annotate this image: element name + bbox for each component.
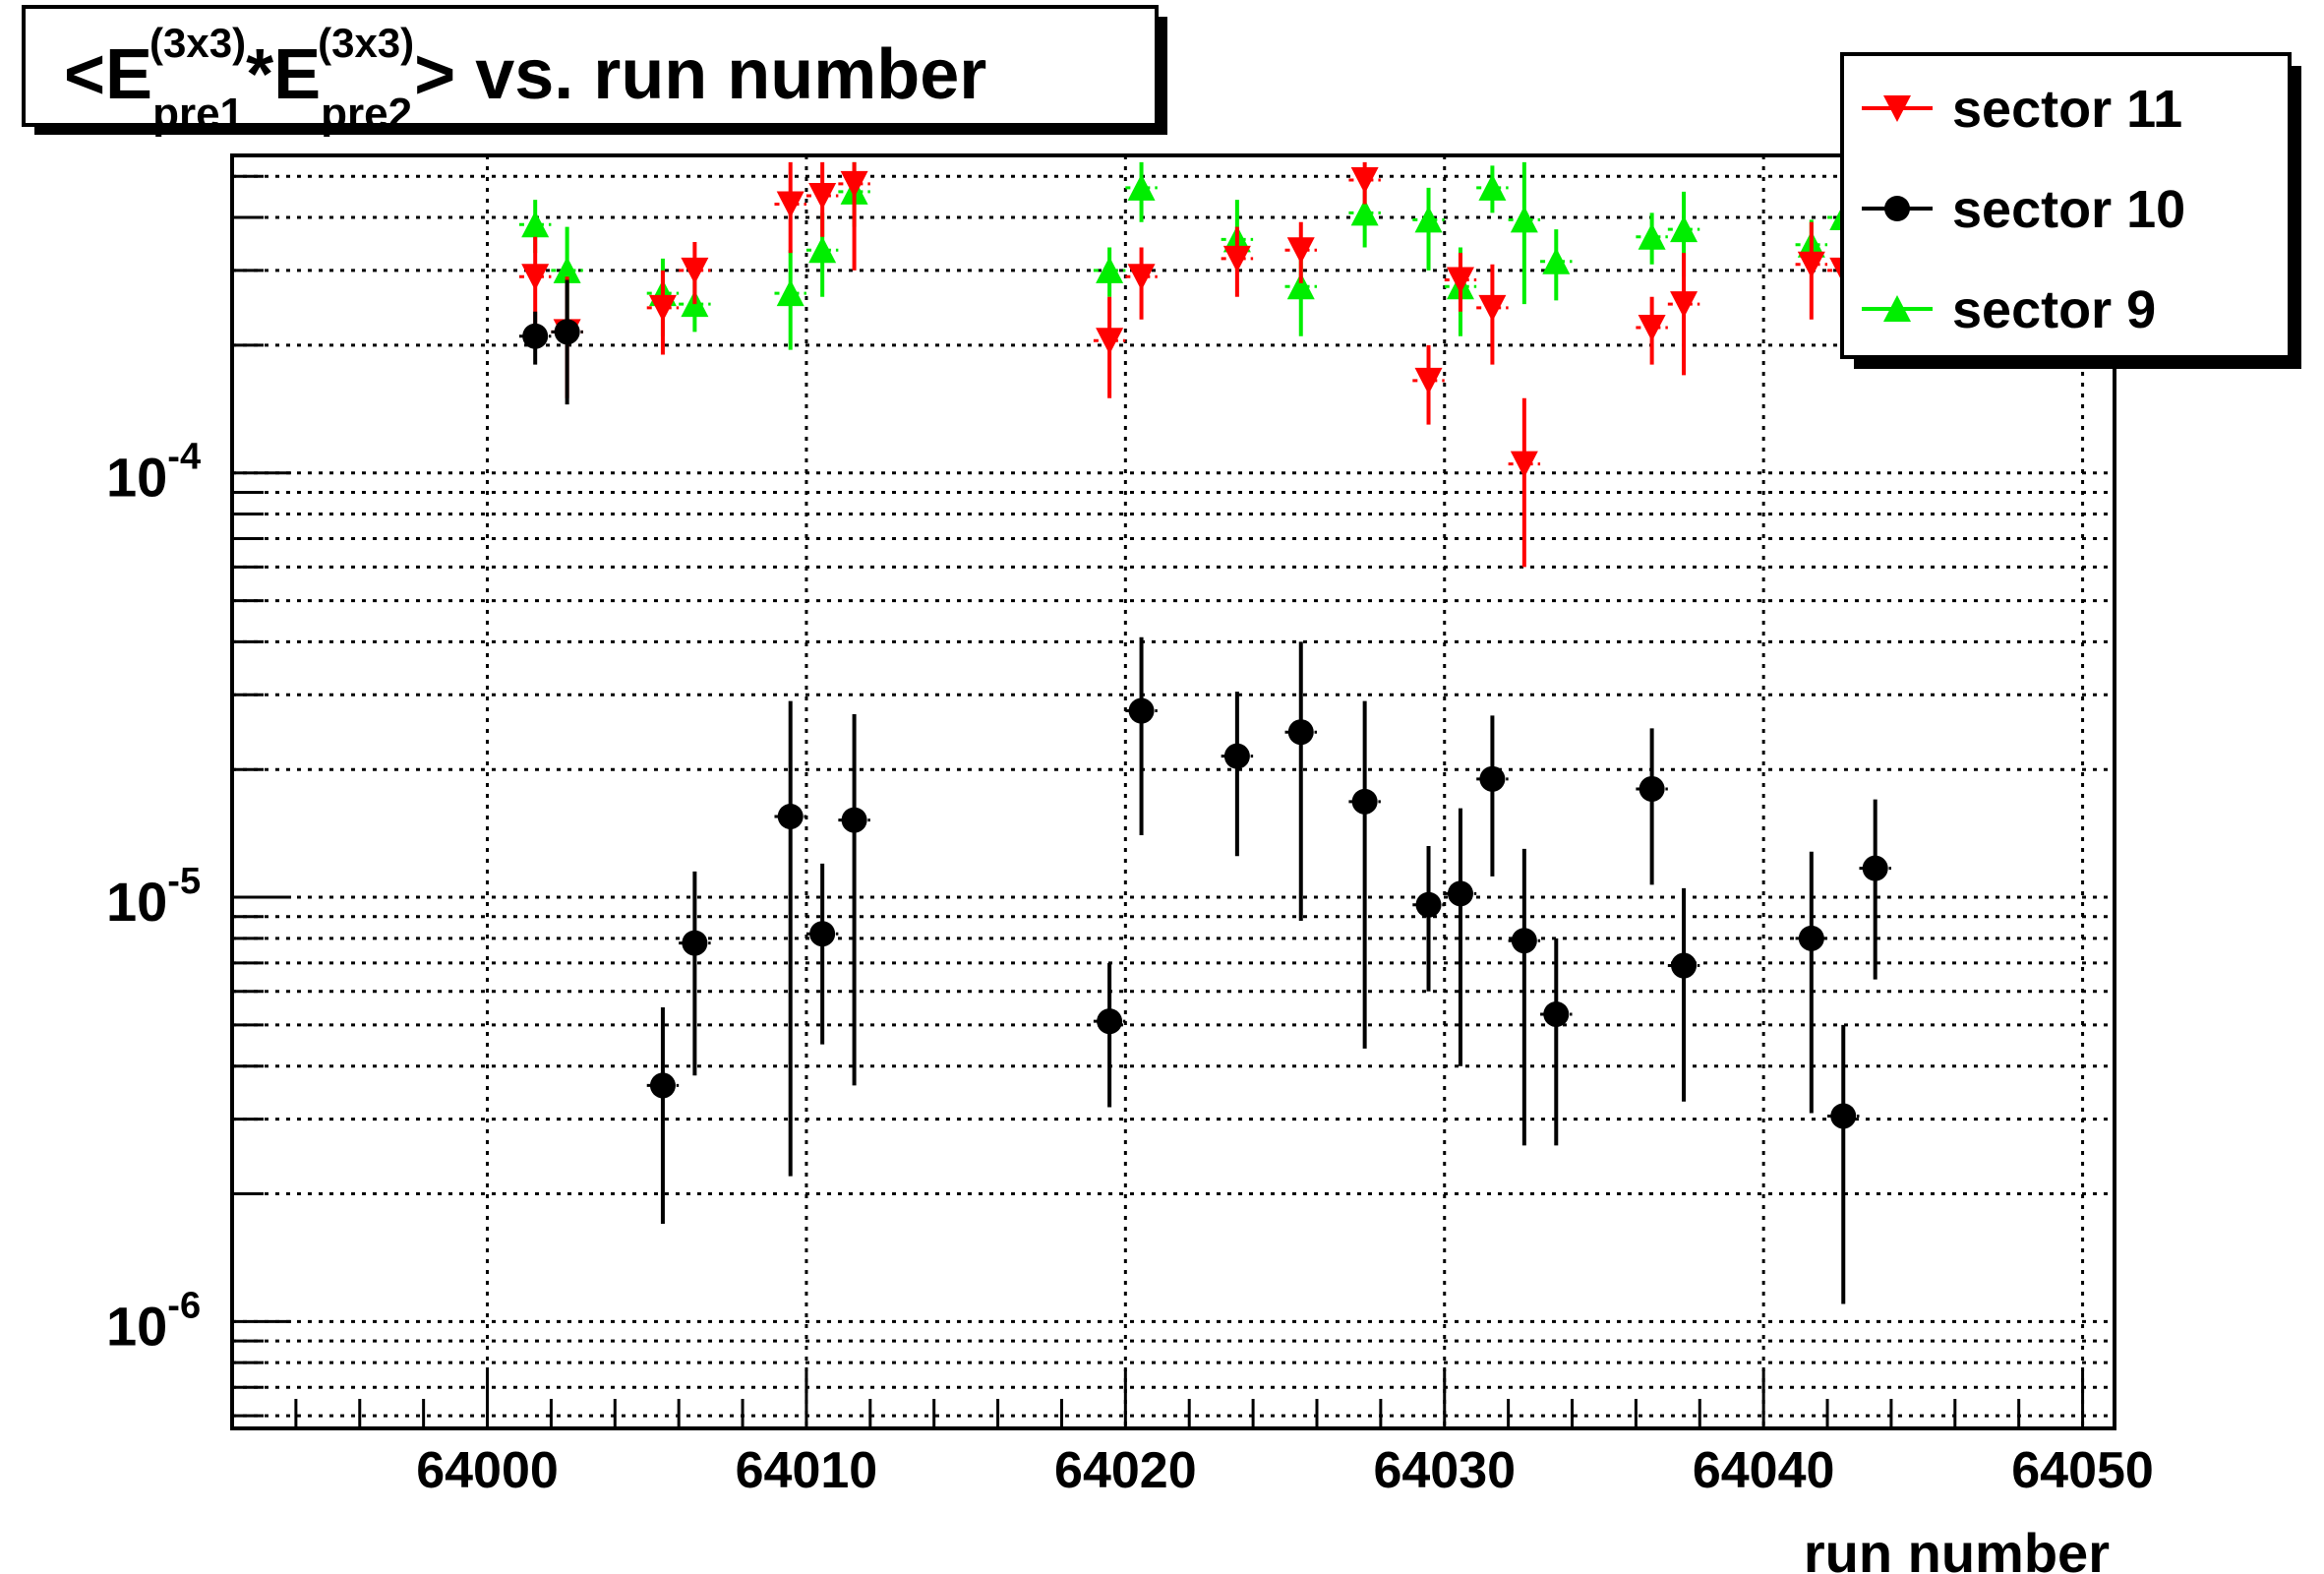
data-point xyxy=(1670,215,1698,243)
title-superscript-2: (3x3) xyxy=(318,20,414,66)
data-point xyxy=(808,182,837,210)
data-point xyxy=(554,319,580,345)
data-point xyxy=(1127,173,1156,201)
data-point xyxy=(1542,247,1571,274)
x-tick-label: 64030 xyxy=(1373,1442,1516,1499)
title-box: <Epre1(3x3)*Epre2(3x3)> vs. run number xyxy=(22,5,1167,138)
series-sector-11 xyxy=(518,161,1860,568)
x-tick-label: 64010 xyxy=(736,1442,878,1499)
data-point xyxy=(1222,245,1251,272)
data-point xyxy=(1638,222,1666,250)
grid-lines xyxy=(232,155,2115,1428)
series-sector-10 xyxy=(518,279,1891,1304)
data-point xyxy=(681,257,709,284)
data-point xyxy=(1127,264,1156,291)
data-point xyxy=(777,803,804,829)
data-point xyxy=(1797,251,1825,278)
data-point xyxy=(648,294,677,322)
data-point xyxy=(1798,925,1824,951)
data-point xyxy=(1414,206,1443,233)
data-point xyxy=(1286,237,1315,265)
y-tick-label: 10-6 xyxy=(106,1285,201,1357)
data-point xyxy=(1479,765,1506,792)
legend-label: sector 11 xyxy=(1952,80,2182,139)
data-point xyxy=(521,211,550,238)
chart-title: <Epre1(3x3)*Epre2(3x3)> vs. run number xyxy=(64,20,986,138)
data-point xyxy=(1096,256,1124,283)
data-point xyxy=(522,323,549,349)
data-point xyxy=(1671,952,1698,979)
legend-marker xyxy=(1883,95,1911,122)
title-suffix: > vs. run number xyxy=(414,35,986,114)
data-point xyxy=(1638,315,1666,342)
data-point xyxy=(1351,788,1378,815)
data-point xyxy=(1286,272,1315,300)
x-tick-label: 64000 xyxy=(416,1442,559,1499)
axes: 64000 64010 64020 64030 64040 64050 10-4 10-5 10… xyxy=(106,153,2154,1499)
title-subscript-2: pre2 xyxy=(321,90,412,138)
data-point xyxy=(1446,267,1474,294)
data-point xyxy=(1639,775,1665,802)
data-point xyxy=(1414,367,1443,394)
data-series xyxy=(518,161,1891,1304)
title-subscript-1: pre1 xyxy=(152,90,244,138)
data-point xyxy=(1510,206,1538,233)
data-point xyxy=(809,921,836,947)
data-point xyxy=(1350,199,1379,226)
title-prefix: <E xyxy=(64,35,152,114)
data-point xyxy=(1862,855,1888,881)
data-point xyxy=(521,264,550,291)
data-point xyxy=(1350,167,1379,195)
data-point xyxy=(808,236,837,264)
data-point xyxy=(1287,719,1314,746)
data-point xyxy=(1096,328,1124,355)
legend-label: sector 9 xyxy=(1952,280,2156,339)
data-point xyxy=(649,1072,676,1099)
data-point xyxy=(1543,1000,1570,1027)
data-point xyxy=(1511,928,1537,954)
data-point xyxy=(1830,1103,1857,1129)
x-axis-title: run number xyxy=(1804,1522,2110,1574)
data-point xyxy=(1478,294,1507,322)
series-sector-9 xyxy=(518,161,1860,350)
title-middle: *E xyxy=(246,35,321,114)
data-point xyxy=(840,170,868,198)
data-point xyxy=(682,930,708,956)
legend-label: sector 10 xyxy=(1952,180,2185,239)
y-tick-label: 10-5 xyxy=(106,861,201,933)
y-tick-label: 10-4 xyxy=(106,437,201,509)
legend-marker xyxy=(1884,196,1910,221)
x-tick-label: 64040 xyxy=(1693,1442,1835,1499)
title-superscript-1: (3x3) xyxy=(149,20,246,66)
data-point xyxy=(776,279,804,307)
data-point xyxy=(1510,451,1538,478)
data-point xyxy=(1478,173,1507,201)
data-point xyxy=(1670,291,1698,319)
x-tick-label: 64020 xyxy=(1054,1442,1197,1499)
data-point xyxy=(1447,880,1473,907)
data-point xyxy=(1415,891,1442,918)
data-point xyxy=(1128,697,1155,724)
data-point xyxy=(1097,1008,1123,1035)
data-point xyxy=(553,256,581,283)
data-point xyxy=(776,191,804,218)
legend-marker xyxy=(1883,295,1911,322)
data-point xyxy=(1223,743,1250,769)
data-point xyxy=(841,807,867,833)
x-tick-label: 64050 xyxy=(2011,1442,2154,1499)
plot-frame xyxy=(230,153,2116,1430)
legend: sector 11 sector 10 sector 9 xyxy=(1840,52,2301,369)
